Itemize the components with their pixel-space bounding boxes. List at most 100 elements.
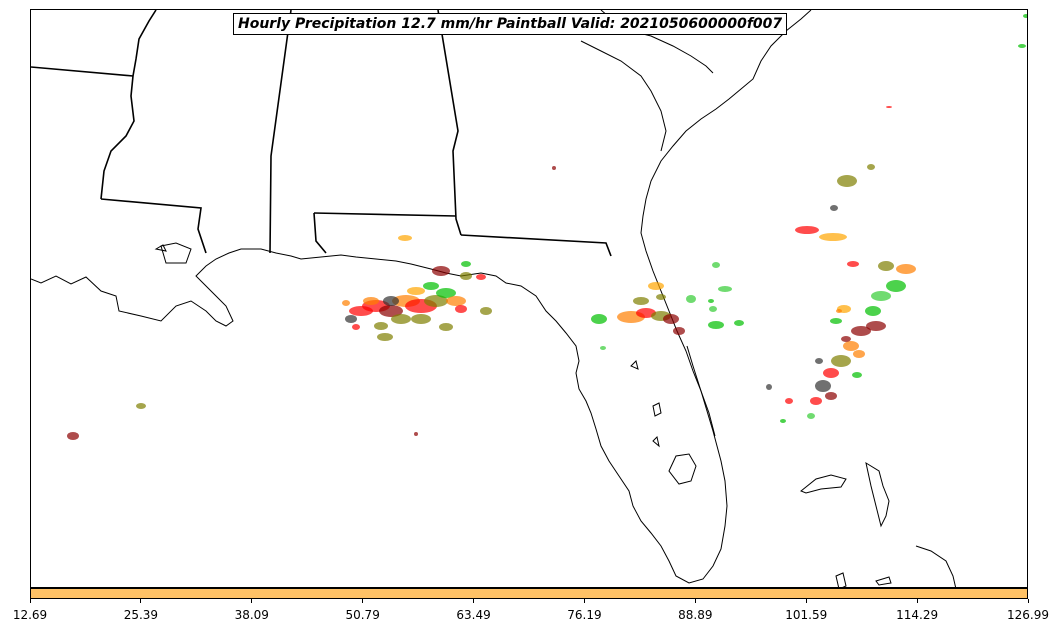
- precip-paintball: [807, 413, 815, 419]
- precip-paintball: [600, 346, 606, 350]
- precip-paintball: [461, 261, 471, 267]
- colorbar-tick: [140, 599, 142, 603]
- precip-paintball: [480, 307, 492, 315]
- precip-paintball: [383, 296, 399, 306]
- colorbar-tick: [805, 599, 807, 603]
- precip-paintball: [795, 226, 819, 234]
- precip-paintball: [718, 286, 732, 292]
- colorbar-tick-label: 114.29: [896, 608, 939, 622]
- colorbar-tick-label: 101.59: [785, 608, 828, 622]
- coastlines: [31, 10, 957, 587]
- precip-paintball: [414, 432, 418, 436]
- precip-paintball: [591, 314, 607, 324]
- colorbar-tick-label: 126.99: [1007, 608, 1049, 622]
- precip-paintball: [363, 297, 379, 305]
- colorbar-tick-label: 12.69: [12, 608, 48, 622]
- precip-paintball: [878, 261, 894, 271]
- precip-paintball: [342, 300, 350, 306]
- colorbar-tick-label: 63.49: [456, 608, 491, 622]
- precip-paintball: [374, 322, 388, 330]
- precip-paintball: [136, 403, 146, 409]
- precip-paintball: [411, 314, 431, 324]
- precip-paintball: [398, 235, 412, 241]
- colorbar-tick-label: 76.19: [567, 608, 602, 622]
- precip-paintball: [734, 320, 744, 326]
- precip-paintball: [843, 341, 859, 351]
- precip-paintball: [352, 324, 360, 330]
- precip-paintball: [896, 264, 916, 274]
- precip-paintball: [831, 355, 851, 367]
- precip-paintball: [407, 287, 425, 295]
- precip-paintball: [686, 295, 696, 303]
- precip-paintball: [391, 314, 411, 324]
- state-borders: [31, 10, 612, 257]
- precip-paintball: [455, 305, 467, 313]
- colorbar-tick: [1027, 599, 1029, 603]
- precip-paintball: [785, 398, 793, 404]
- precip-paintball: [851, 326, 871, 336]
- precip-paintball: [766, 384, 772, 390]
- precip-paintball: [852, 372, 862, 378]
- colorbar-tick: [583, 599, 585, 603]
- precip-paintball: [708, 321, 724, 329]
- precip-paintball: [633, 297, 649, 305]
- precip-paintball: [656, 294, 666, 300]
- precip-paintball: [830, 318, 842, 324]
- precip-paintball: [673, 327, 685, 335]
- map-canvas: [31, 10, 1027, 587]
- precip-paintball: [810, 397, 822, 405]
- precip-paintball: [836, 309, 842, 313]
- precip-paintball: [853, 350, 865, 358]
- precip-paintball: [552, 166, 556, 170]
- precip-paintball: [446, 296, 466, 306]
- precip-paintball: [439, 323, 453, 331]
- precip-paintball: [648, 282, 664, 290]
- precip-paintball: [886, 106, 892, 108]
- precip-paintball: [379, 305, 403, 317]
- precip-paintball: [830, 205, 838, 211]
- precip-paintball: [460, 272, 472, 280]
- paintball-blobs: [67, 14, 1027, 440]
- precip-paintball: [1018, 44, 1026, 48]
- colorbar-tick: [473, 599, 475, 603]
- precip-paintball: [708, 299, 714, 303]
- precip-paintball: [663, 314, 679, 324]
- colorbar-tick-label: 38.09: [234, 608, 269, 622]
- precip-paintball: [847, 261, 859, 267]
- precip-paintball: [377, 333, 393, 341]
- precip-paintball: [424, 295, 448, 307]
- precip-paintball: [67, 432, 79, 440]
- colorbar-tick: [251, 599, 253, 603]
- colorbar-tick: [362, 599, 364, 603]
- colorbar-tick: [694, 599, 696, 603]
- precip-paintball: [780, 419, 786, 423]
- precip-paintball: [867, 164, 875, 170]
- precip-paintball: [345, 315, 357, 323]
- precip-paintball: [1023, 14, 1027, 18]
- precip-paintball: [871, 291, 891, 301]
- colorbar-tick-label: 88.89: [678, 608, 713, 622]
- colorbar-tick: [29, 599, 31, 603]
- colorbar-tick: [916, 599, 918, 603]
- colorbar-tick-label: 25.39: [123, 608, 159, 622]
- map-panel: [30, 9, 1028, 588]
- precip-paintball: [815, 380, 831, 392]
- precip-paintball: [823, 368, 839, 378]
- colorbar: [30, 588, 1028, 599]
- precip-paintball: [476, 274, 486, 280]
- precip-paintball: [819, 233, 847, 241]
- precip-paintball: [436, 288, 456, 298]
- precip-paintball: [815, 358, 823, 364]
- precip-paintball: [841, 336, 851, 342]
- precip-paintball: [886, 280, 906, 292]
- colorbar-tick-label: 50.79: [345, 608, 380, 622]
- precip-paintball: [837, 175, 857, 187]
- precip-paintball: [636, 308, 656, 318]
- precip-paintball: [866, 321, 886, 331]
- map-title: Hourly Precipitation 12.7 mm/hr Paintbal…: [233, 13, 788, 35]
- precip-paintball: [423, 282, 439, 290]
- precip-paintball: [432, 266, 450, 276]
- precip-paintball: [825, 392, 837, 400]
- precip-paintball: [712, 262, 720, 268]
- precip-paintball: [709, 306, 717, 312]
